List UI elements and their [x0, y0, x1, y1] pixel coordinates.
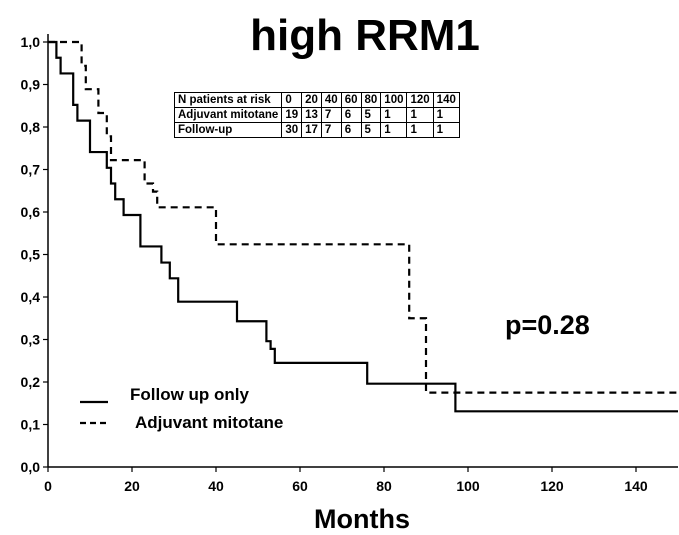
- p-value-annotation: p=0.28: [505, 310, 590, 340]
- risk-cell: 7: [320, 107, 342, 123]
- risk-header-cell: 40: [320, 92, 342, 108]
- legend-label-adjuvant: Adjuvant mitotane: [135, 413, 283, 432]
- chart-title: high RRM1: [250, 11, 480, 60]
- y-tick-label: 0,5: [21, 247, 41, 263]
- x-tick-label: 100: [456, 478, 480, 494]
- risk-header-cell: 20: [301, 92, 322, 108]
- x-tick-label: 120: [540, 478, 564, 494]
- axes: 0,00,10,20,30,40,50,60,70,80,91,00 20 40 60…: [21, 34, 678, 494]
- y-tick-label: 0,4: [21, 289, 41, 305]
- risk-cell: 1: [406, 122, 434, 138]
- series-line-adjuvant: [48, 40, 678, 394]
- risk-header-cell: 0: [281, 92, 303, 108]
- risk-cell: 1: [432, 107, 460, 123]
- series-line-follow-up: [48, 40, 678, 413]
- x-tick-label: 80: [376, 478, 392, 494]
- y-tick-label: 0,8: [21, 119, 41, 135]
- risk-cell: 5: [360, 122, 382, 138]
- x-tick-label: 20: [124, 478, 140, 494]
- series-group: [48, 40, 678, 413]
- risk-header-cell: 140: [432, 92, 460, 108]
- y-tick-label: 0,1: [21, 417, 41, 433]
- risk-header-cell: 120: [406, 92, 434, 108]
- x-axis-label: Months: [314, 504, 410, 534]
- risk-cell: 17: [301, 122, 322, 138]
- x-tick-label: 140: [624, 478, 648, 494]
- y-tick-label: 1,0: [21, 34, 41, 50]
- risk-cell: 19: [281, 107, 303, 123]
- risk-cell: 1: [406, 107, 434, 123]
- risk-cell: Adjuvant mitotane: [173, 107, 283, 123]
- risk-table-header-row: N patients at risk 0 20 40 60 80 100 120…: [173, 92, 460, 108]
- legend: Follow up only Adjuvant mitotane: [80, 385, 283, 432]
- risk-cell: 1: [380, 122, 408, 138]
- risk-cell: 7: [320, 122, 342, 138]
- x-tick-label: 60: [292, 478, 308, 494]
- risk-table-row-adjuvant: Adjuvant mitotane 19 13 7 6 5 1 1 1: [173, 107, 460, 123]
- risk-cell: 1: [380, 107, 408, 123]
- risk-cell: 6: [340, 122, 362, 138]
- y-tick-label: 0,0: [21, 459, 41, 475]
- risk-header-cell: 100: [380, 92, 408, 108]
- risk-cell: 5: [360, 107, 382, 123]
- x-tick-label: 0: [44, 478, 52, 494]
- risk-cell: 30: [281, 122, 303, 138]
- risk-table-row-follow-up: Follow-up 30 17 7 6 5 1 1 1: [173, 122, 460, 138]
- y-tick-label: 0,3: [21, 332, 41, 348]
- risk-cell: 13: [301, 107, 322, 123]
- risk-cell: 6: [340, 107, 362, 123]
- risk-header-cell: N patients at risk: [173, 92, 283, 108]
- risk-header-cell: 80: [360, 92, 382, 108]
- risk-cell: 1: [432, 122, 460, 138]
- y-tick-label: 0,2: [21, 374, 41, 390]
- y-tick-label: 0,9: [21, 77, 41, 93]
- risk-header-cell: 60: [340, 92, 362, 108]
- risk-table: N patients at risk 0 20 40 60 80 100 120…: [173, 92, 460, 138]
- risk-cell: Follow-up: [173, 122, 283, 138]
- y-tick-label: 0,7: [21, 162, 41, 178]
- y-tick-label: 0,6: [21, 204, 41, 220]
- legend-label-follow-up: Follow up only: [130, 385, 250, 404]
- x-tick-label: 40: [208, 478, 224, 494]
